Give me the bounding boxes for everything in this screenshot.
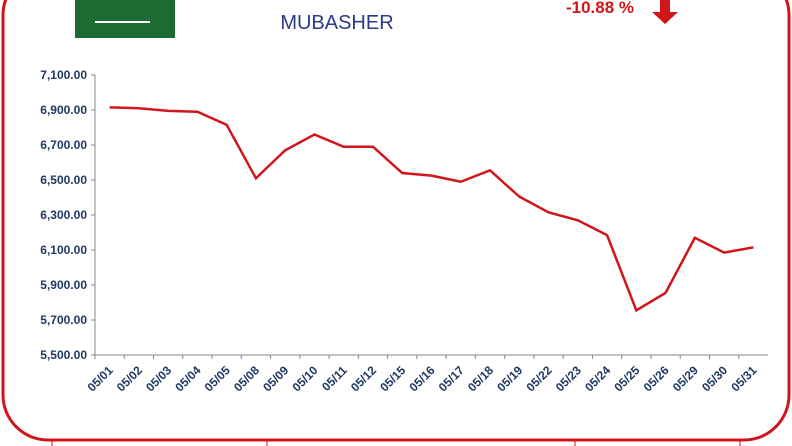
footer-box — [51, 439, 268, 446]
y-tick-label: 5,500.00 — [40, 348, 87, 362]
x-tick-label: 05/15 — [377, 363, 408, 394]
y-tick-label: 7,100.00 — [40, 68, 87, 82]
x-tick-label: 05/26 — [641, 363, 672, 394]
x-tick-label: 05/04 — [172, 363, 203, 394]
y-tick-label: 6,100.00 — [40, 243, 87, 257]
x-tick-label: 05/09 — [260, 363, 291, 394]
x-tick-label: 05/24 — [582, 363, 613, 394]
down-arrow — [652, 0, 678, 24]
x-tick-label: 05/05 — [202, 363, 233, 394]
x-tick-label: 05/25 — [611, 363, 642, 394]
x-tick-label: 05/08 — [231, 363, 262, 394]
x-tick-label: 05/31 — [728, 363, 759, 394]
x-tick-label: 05/22 — [524, 363, 555, 394]
x-tick-label: 05/01 — [85, 363, 116, 394]
x-tick-label: 05/18 — [465, 363, 496, 394]
y-tick-label: 6,300.00 — [40, 208, 87, 222]
logo: MUBASHER — [280, 12, 393, 34]
x-tick-label: 05/02 — [114, 363, 145, 394]
x-tick-label: 05/10 — [289, 363, 320, 394]
y-tick-label: 5,900.00 — [40, 278, 87, 292]
change-value: -10.88 % — [566, 0, 634, 17]
x-tick-label: 05/12 — [348, 363, 379, 394]
line-series — [109, 106, 754, 313]
footer-box — [574, 439, 741, 446]
x-tick-label: 05/16 — [406, 363, 437, 394]
x-tick-label: 05/17 — [436, 363, 467, 394]
x-tick-label: 05/03 — [143, 363, 174, 394]
y-tick-label: 6,500.00 — [40, 173, 87, 187]
x-tick-label: 05/23 — [553, 363, 584, 394]
x-tick-label: 05/30 — [699, 363, 730, 394]
y-tick-label: 6,900.00 — [40, 103, 87, 117]
flag — [75, 0, 175, 38]
x-tick-label: 05/29 — [670, 363, 701, 394]
y-tick-label: 5,700.00 — [40, 313, 87, 327]
x-tick-label: 05/19 — [494, 363, 525, 394]
y-tick-label: 6,700.00 — [40, 138, 87, 152]
x-tick-label: 05/11 — [319, 363, 350, 394]
